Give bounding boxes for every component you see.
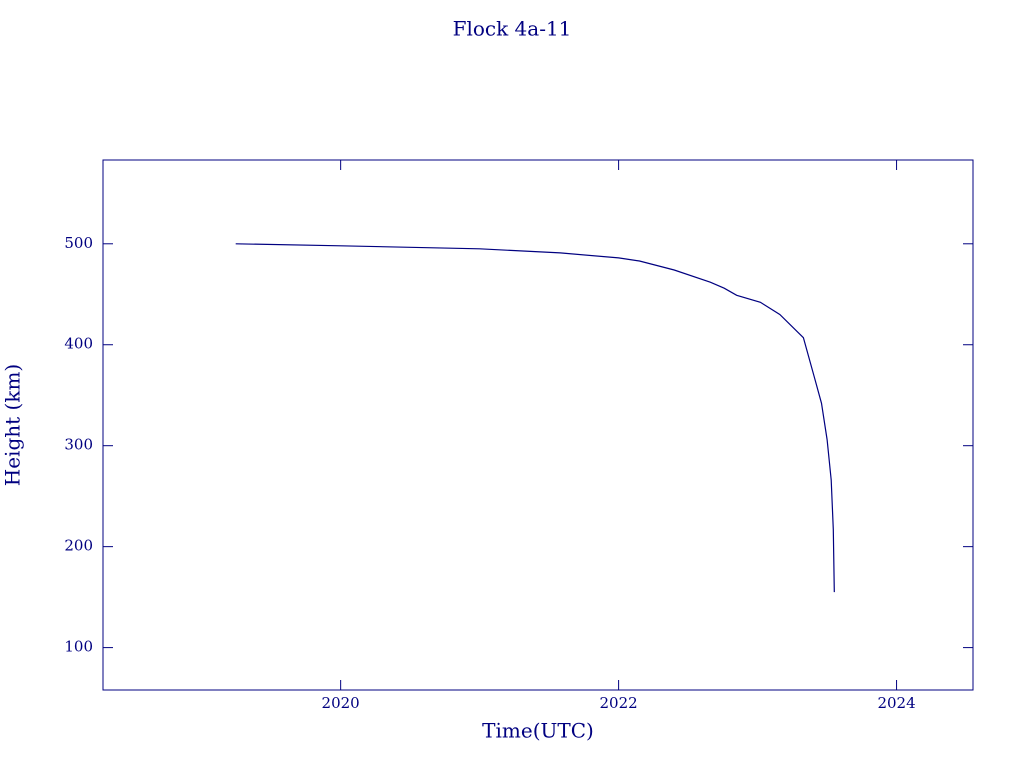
x-tick-label: 2020 [322, 694, 360, 712]
plot-frame [102, 159, 974, 691]
x-axis-label: Time(UTC) [482, 719, 594, 743]
y-tick-label: 200 [64, 537, 93, 555]
data-line [235, 243, 835, 593]
y-tick-label: 300 [64, 436, 93, 454]
y-tick-label: 100 [64, 638, 93, 656]
x-tick-label: 2022 [600, 694, 638, 712]
chart-title: Flock 4a-11 [453, 17, 572, 41]
y-tick-label: 500 [64, 234, 93, 252]
y-axis-label: Height (km) [1, 364, 25, 486]
x-tick-label: 2024 [877, 694, 915, 712]
y-tick-label: 400 [64, 335, 93, 353]
